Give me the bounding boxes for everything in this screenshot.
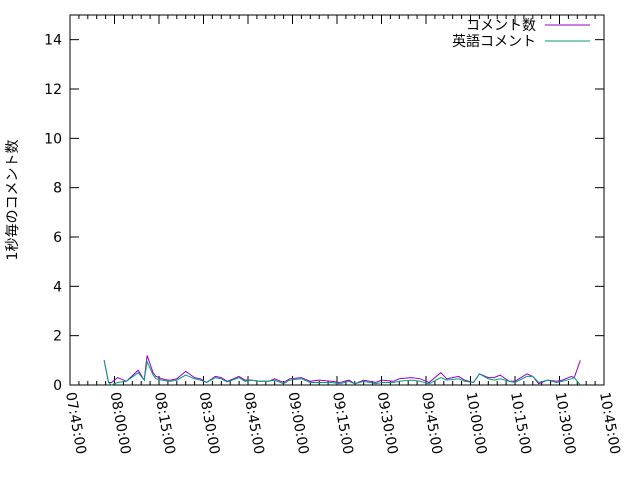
series-line-1 bbox=[104, 360, 580, 385]
y-tick-label: 0 bbox=[53, 378, 62, 394]
axes: 0 2 4 6 8 10 12 14 07:45:00 08:00:00 08:15:00 08:30… bbox=[44, 15, 623, 456]
x-tick-label: 08:30:00 bbox=[196, 391, 223, 456]
x-tick-label: 07:45:00 bbox=[62, 391, 89, 456]
y-tick-label: 14 bbox=[44, 33, 62, 49]
y-tick-label: 10 bbox=[44, 131, 62, 147]
x-tick-label: 09:30:00 bbox=[374, 391, 401, 456]
y-tick-label: 12 bbox=[44, 82, 62, 98]
y-tick-label: 6 bbox=[53, 230, 62, 246]
y-tick-label: 4 bbox=[53, 279, 62, 295]
x-tick-label: 08:15:00 bbox=[151, 391, 178, 456]
x-tick-label: 09:00:00 bbox=[285, 391, 312, 456]
y-axis-label: 1秒毎のコメント数 bbox=[5, 140, 21, 261]
legend-label-1: 英語コメント bbox=[452, 33, 536, 50]
x-tick-label: 10:30:00 bbox=[552, 391, 579, 456]
y-tick-label: 2 bbox=[53, 329, 62, 345]
x-tick-label: 08:45:00 bbox=[240, 391, 267, 456]
series-line-0 bbox=[104, 355, 580, 383]
plot-border bbox=[70, 15, 604, 385]
legend-label-0: コメント数 bbox=[466, 18, 536, 34]
legend: コメント数 英語コメント bbox=[452, 18, 590, 50]
x-tick-label: 10:00:00 bbox=[463, 391, 490, 456]
series-group bbox=[104, 355, 580, 385]
y-tick-label: 8 bbox=[53, 181, 62, 197]
x-tick-label: 08:00:00 bbox=[107, 391, 134, 456]
x-tick-label: 10:45:00 bbox=[596, 391, 623, 456]
x-tick-label: 09:15:00 bbox=[329, 391, 356, 456]
x-tick-label: 10:15:00 bbox=[507, 391, 534, 456]
x-tick-label: 09:45:00 bbox=[418, 391, 445, 456]
